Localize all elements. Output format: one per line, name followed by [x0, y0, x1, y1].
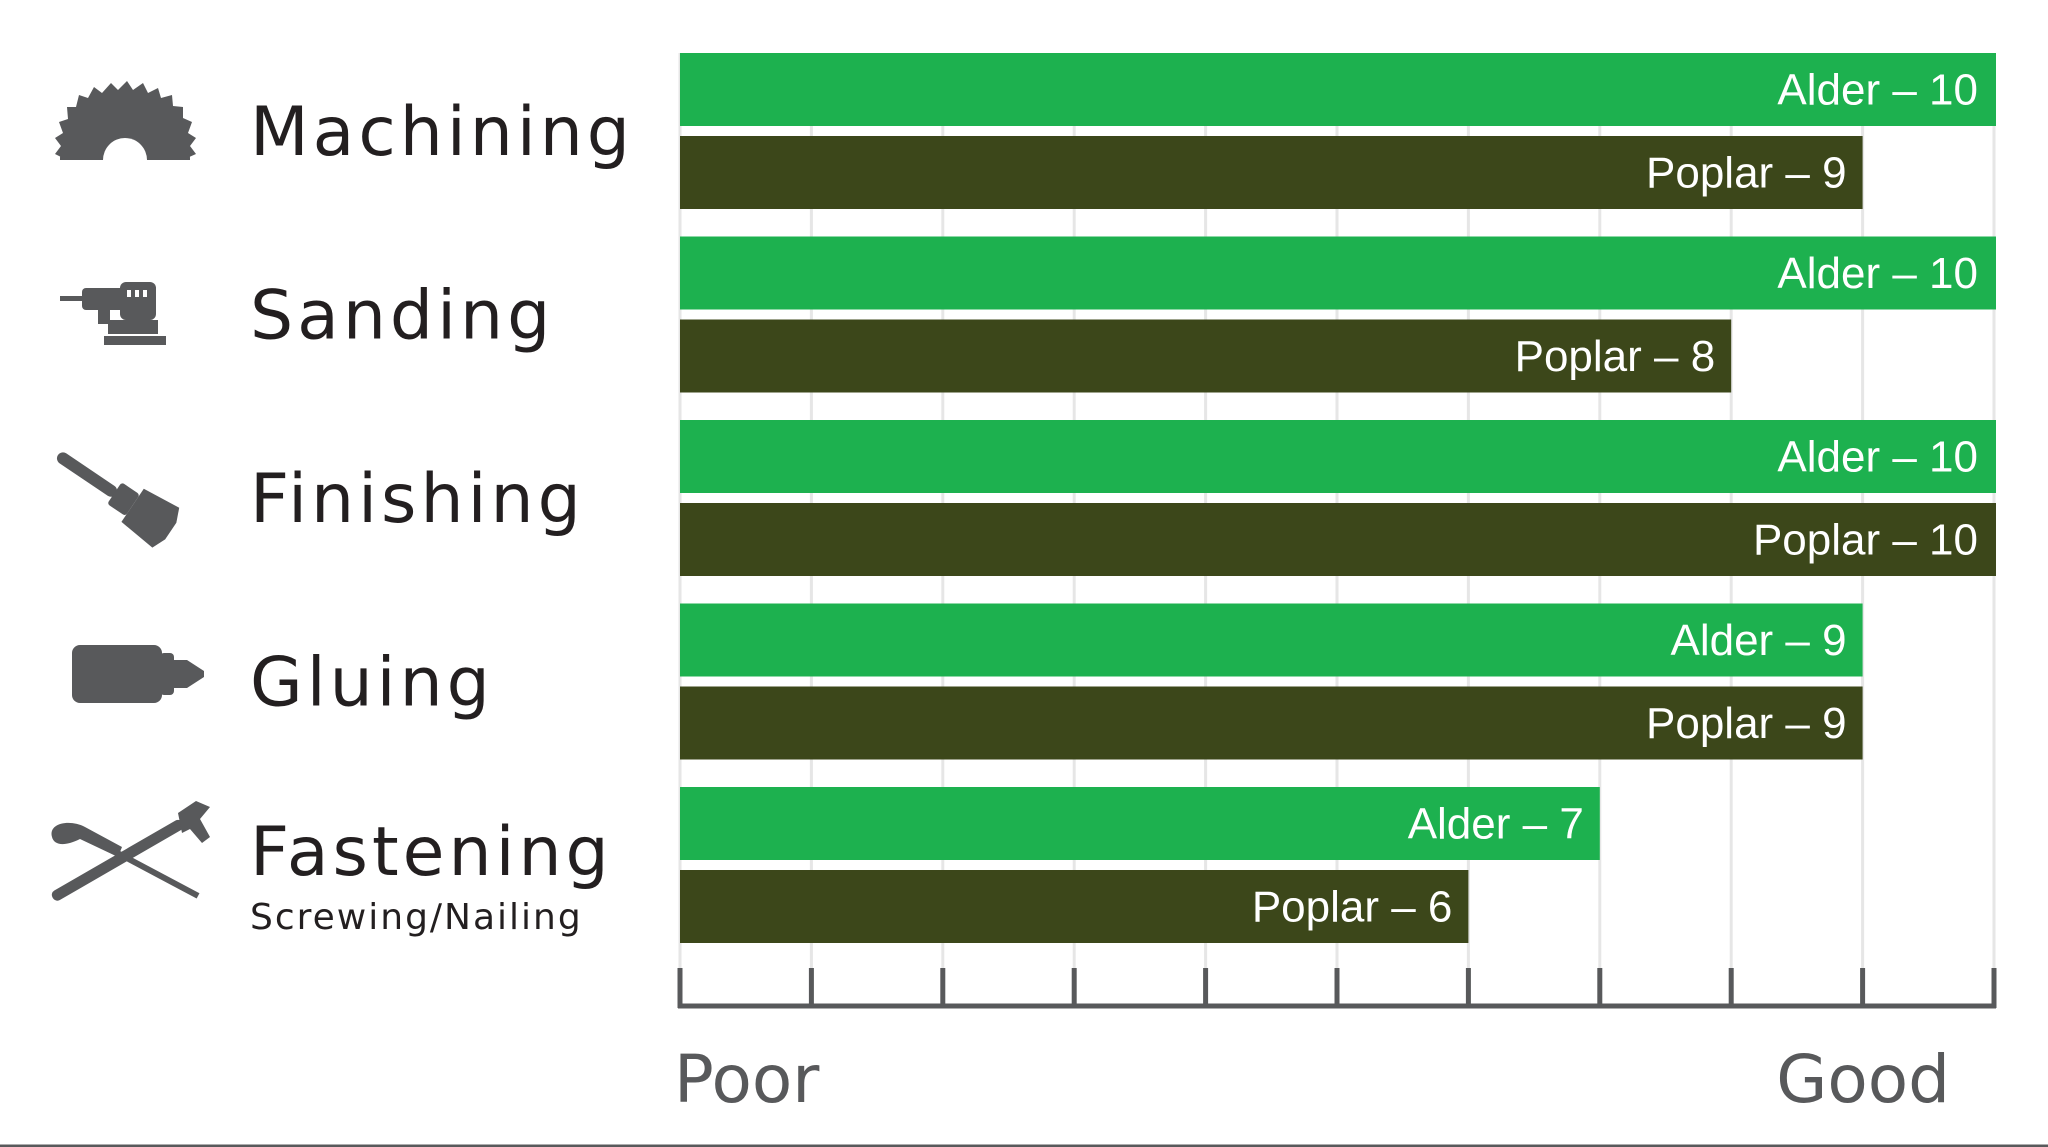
bar-alder [680, 236, 1996, 310]
category-icons [51, 81, 210, 901]
bar-poplar [680, 686, 1863, 760]
bar-alder [680, 787, 1600, 860]
x-axis-end-label: Good [1776, 1041, 1950, 1118]
bar-value-label: Alder – 10 [1777, 66, 1978, 115]
bar-value-label: Poplar – 8 [1515, 332, 1716, 381]
glue-bottle-icon [72, 645, 204, 703]
x-axis: Poor Good [674, 968, 1997, 1118]
category-label: Sanding [250, 277, 554, 356]
bar-poplar [680, 870, 1469, 943]
category-label: Fastening [250, 813, 613, 892]
bar-value-label: Alder – 9 [1670, 616, 1846, 665]
bar-value-label: Poplar – 10 [1753, 516, 1978, 565]
bars: Alder – 10 Poplar – 9 Alder – 10 Poplar – 8… [680, 53, 1996, 943]
bar-poplar [680, 503, 1996, 576]
orbital-sander-icon [60, 282, 166, 345]
bar-value-label: Alder – 7 [1408, 800, 1584, 849]
bar-value-label: Poplar – 9 [1646, 699, 1847, 748]
bar-value-label: Alder – 10 [1777, 249, 1978, 298]
bar-value-label: Alder – 10 [1777, 433, 1978, 482]
bar-alder [680, 603, 1863, 677]
bar-value-label: Poplar – 6 [1252, 883, 1453, 932]
category-sublabel: Screwing/Nailing [250, 897, 583, 938]
bar-poplar [680, 319, 1732, 393]
bar-value-label: Poplar – 9 [1646, 149, 1847, 198]
bar-poplar [680, 136, 1863, 209]
category-label: Gluing [250, 644, 494, 723]
category-labels: Machining Sanding Finishing Gluing Fastening… [250, 93, 634, 938]
category-label: Finishing [250, 460, 585, 539]
x-axis-start-label: Poor [674, 1041, 820, 1118]
paintbrush-icon [56, 452, 180, 548]
bar-alder [680, 420, 1996, 493]
screwdriver-hammer-icon [51, 801, 210, 901]
saw-blade-icon [55, 81, 196, 160]
category-label: Machining [250, 93, 634, 172]
bar-alder [680, 53, 1996, 126]
